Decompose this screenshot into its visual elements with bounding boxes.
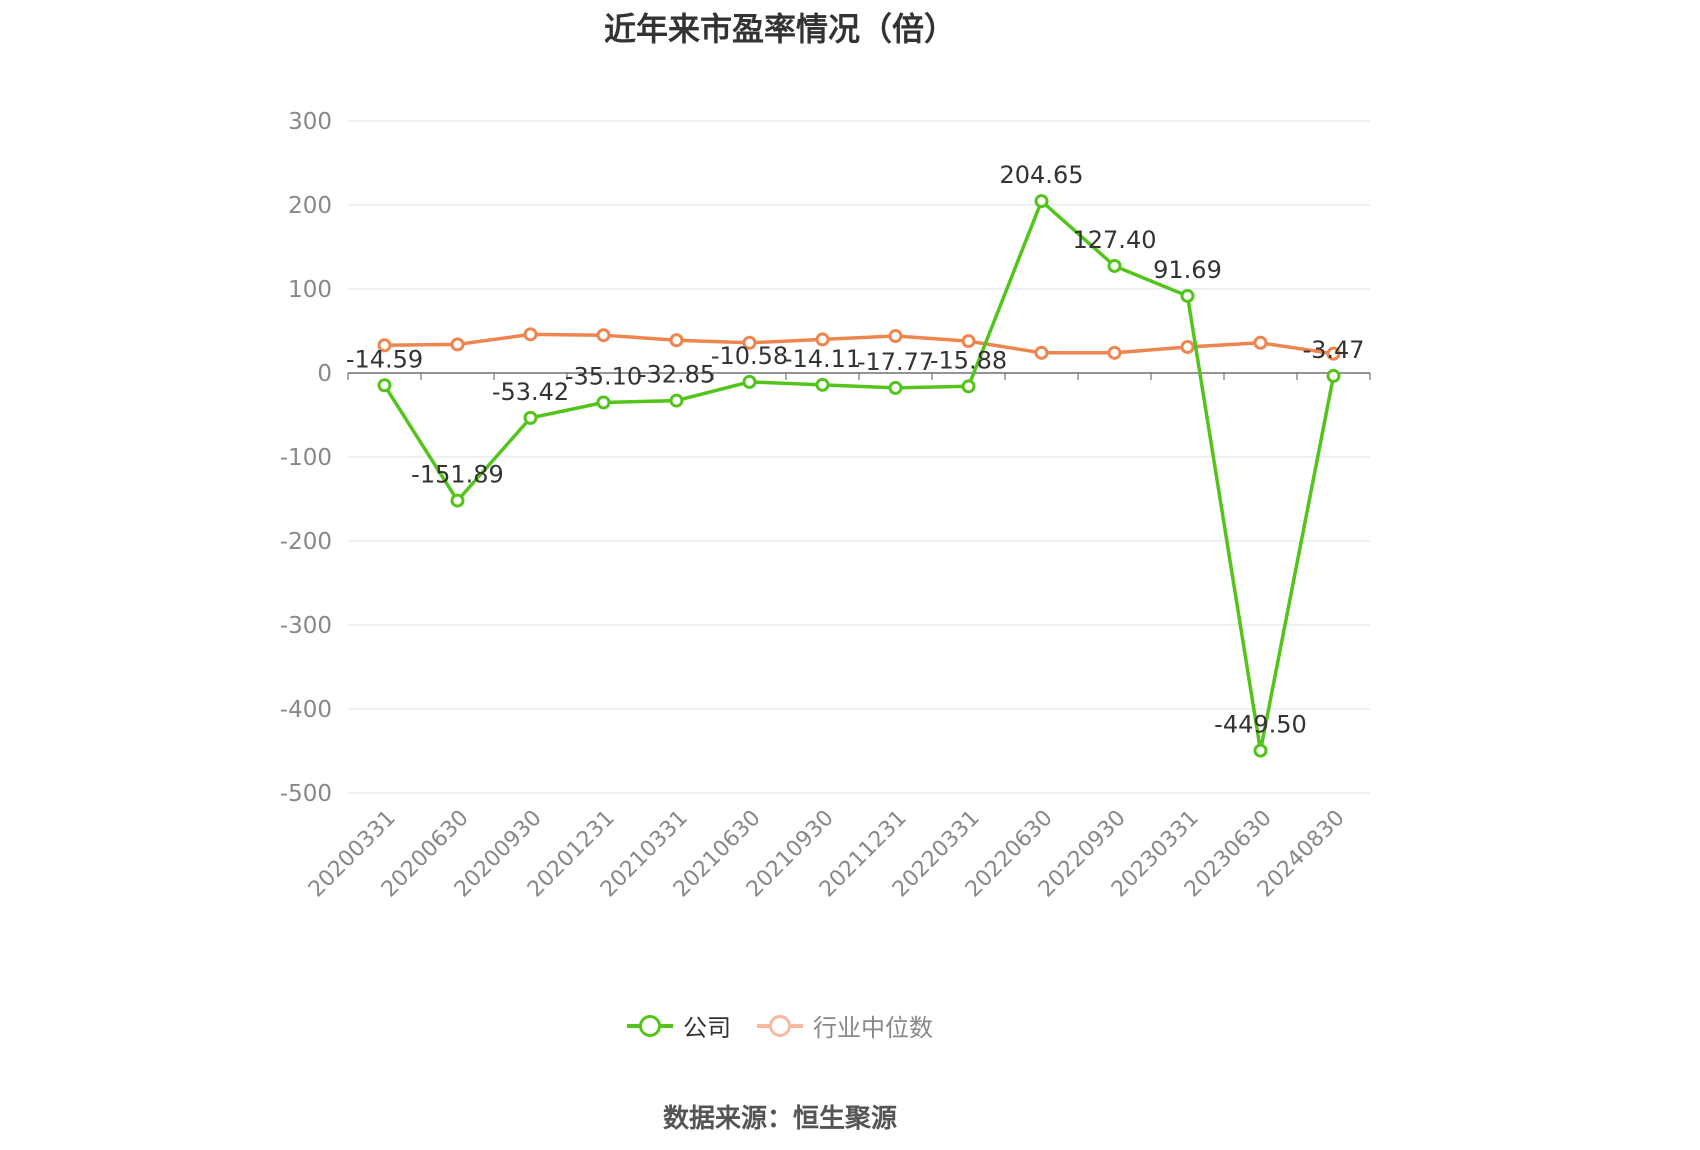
series-layer [377, 194, 1341, 758]
data-point-industry[interactable] [1180, 339, 1195, 354]
data-point-industry[interactable] [815, 332, 830, 347]
data-point-industry[interactable] [377, 338, 392, 353]
legend-marker-industry [757, 1014, 803, 1037]
data-label-layer: -14.59 -151.89 -53.42-35.10-32.85-10.58-14… [346, 161, 1365, 738]
data-point-industry[interactable] [450, 337, 465, 352]
y-tick-label: -500 [280, 781, 332, 807]
data-label-company: -53.42 [492, 378, 569, 406]
y-tick-label: -100 [280, 445, 332, 471]
data-point-industry[interactable] [669, 333, 684, 348]
y-tick-label: 100 [288, 277, 332, 303]
data-point-company[interactable] [815, 377, 830, 392]
legend-marker-company [627, 1014, 673, 1037]
data-point-industry[interactable] [596, 328, 611, 343]
legend-item-industry[interactable]: 行业中位数 [757, 1008, 933, 1043]
grid-layer [348, 120, 1370, 794]
data-point-industry[interactable] [1326, 346, 1341, 361]
data-point-industry[interactable] [742, 335, 757, 350]
data-label-company: 204.65 [1000, 161, 1084, 189]
data-point-industry[interactable] [1107, 345, 1122, 360]
data-label-company: -3.47 [1302, 336, 1364, 364]
data-point-company[interactable] [450, 493, 465, 508]
y-tick-label: -400 [280, 697, 332, 723]
line-chart: 3002001000-100-200-300-400-5002020033120… [280, 109, 1371, 902]
legend-item-company[interactable]: 公司 [627, 1008, 731, 1043]
data-point-industry[interactable] [1253, 335, 1268, 350]
legend-label-industry: 行业中位数 [813, 1014, 933, 1042]
data-point-company[interactable] [377, 378, 392, 393]
data-label-company: -151.89 [411, 461, 504, 489]
data-point-company[interactable] [1107, 258, 1122, 273]
y-tick-label: -200 [280, 529, 332, 555]
chart-title: 近年来市盈率情况（倍） [603, 10, 956, 48]
data-point-company[interactable] [742, 374, 757, 389]
data-point-company[interactable] [1180, 288, 1195, 303]
y-tick-label: 0 [317, 361, 332, 387]
data-label-company: -32.85 [638, 361, 715, 389]
legend: 公司 行业中位数 [0, 1008, 1560, 1043]
data-label-company: -35.10 [565, 362, 642, 390]
data-point-industry[interactable] [1034, 345, 1049, 360]
data-point-company[interactable] [523, 410, 538, 425]
data-point-company[interactable] [596, 395, 611, 410]
data-source: 数据来源：恒生聚源 [662, 1104, 897, 1134]
data-point-company[interactable] [1034, 194, 1049, 209]
data-point-company[interactable] [961, 379, 976, 394]
data-point-industry[interactable] [523, 327, 538, 342]
data-label-company: -14.11 [784, 345, 861, 373]
data-label-company: -10.58 [711, 342, 788, 370]
series-line-company [383, 199, 1336, 753]
data-point-company[interactable] [1326, 368, 1341, 383]
data-label-company: 91.69 [1153, 256, 1222, 284]
legend-label-company: 公司 [683, 1014, 731, 1042]
data-label-company: 127.40 [1073, 226, 1157, 254]
axis-layer: 3002001000-100-200-300-400-5002020033120… [280, 109, 1371, 902]
data-point-company[interactable] [888, 380, 903, 395]
y-tick-label: -300 [280, 613, 332, 639]
data-label-company: -15.88 [930, 346, 1007, 374]
data-point-company[interactable] [669, 393, 684, 408]
series-line-industry [384, 332, 1334, 356]
data-label-company: -14.59 [346, 345, 423, 373]
data-label-company: -17.77 [857, 348, 934, 376]
y-tick-label: 300 [288, 109, 332, 135]
data-point-industry[interactable] [888, 329, 903, 344]
y-tick-label: 200 [288, 193, 332, 219]
data-label-company: -449.50 [1214, 711, 1307, 739]
data-point-industry[interactable] [961, 334, 976, 349]
data-point-company[interactable] [1253, 743, 1268, 758]
